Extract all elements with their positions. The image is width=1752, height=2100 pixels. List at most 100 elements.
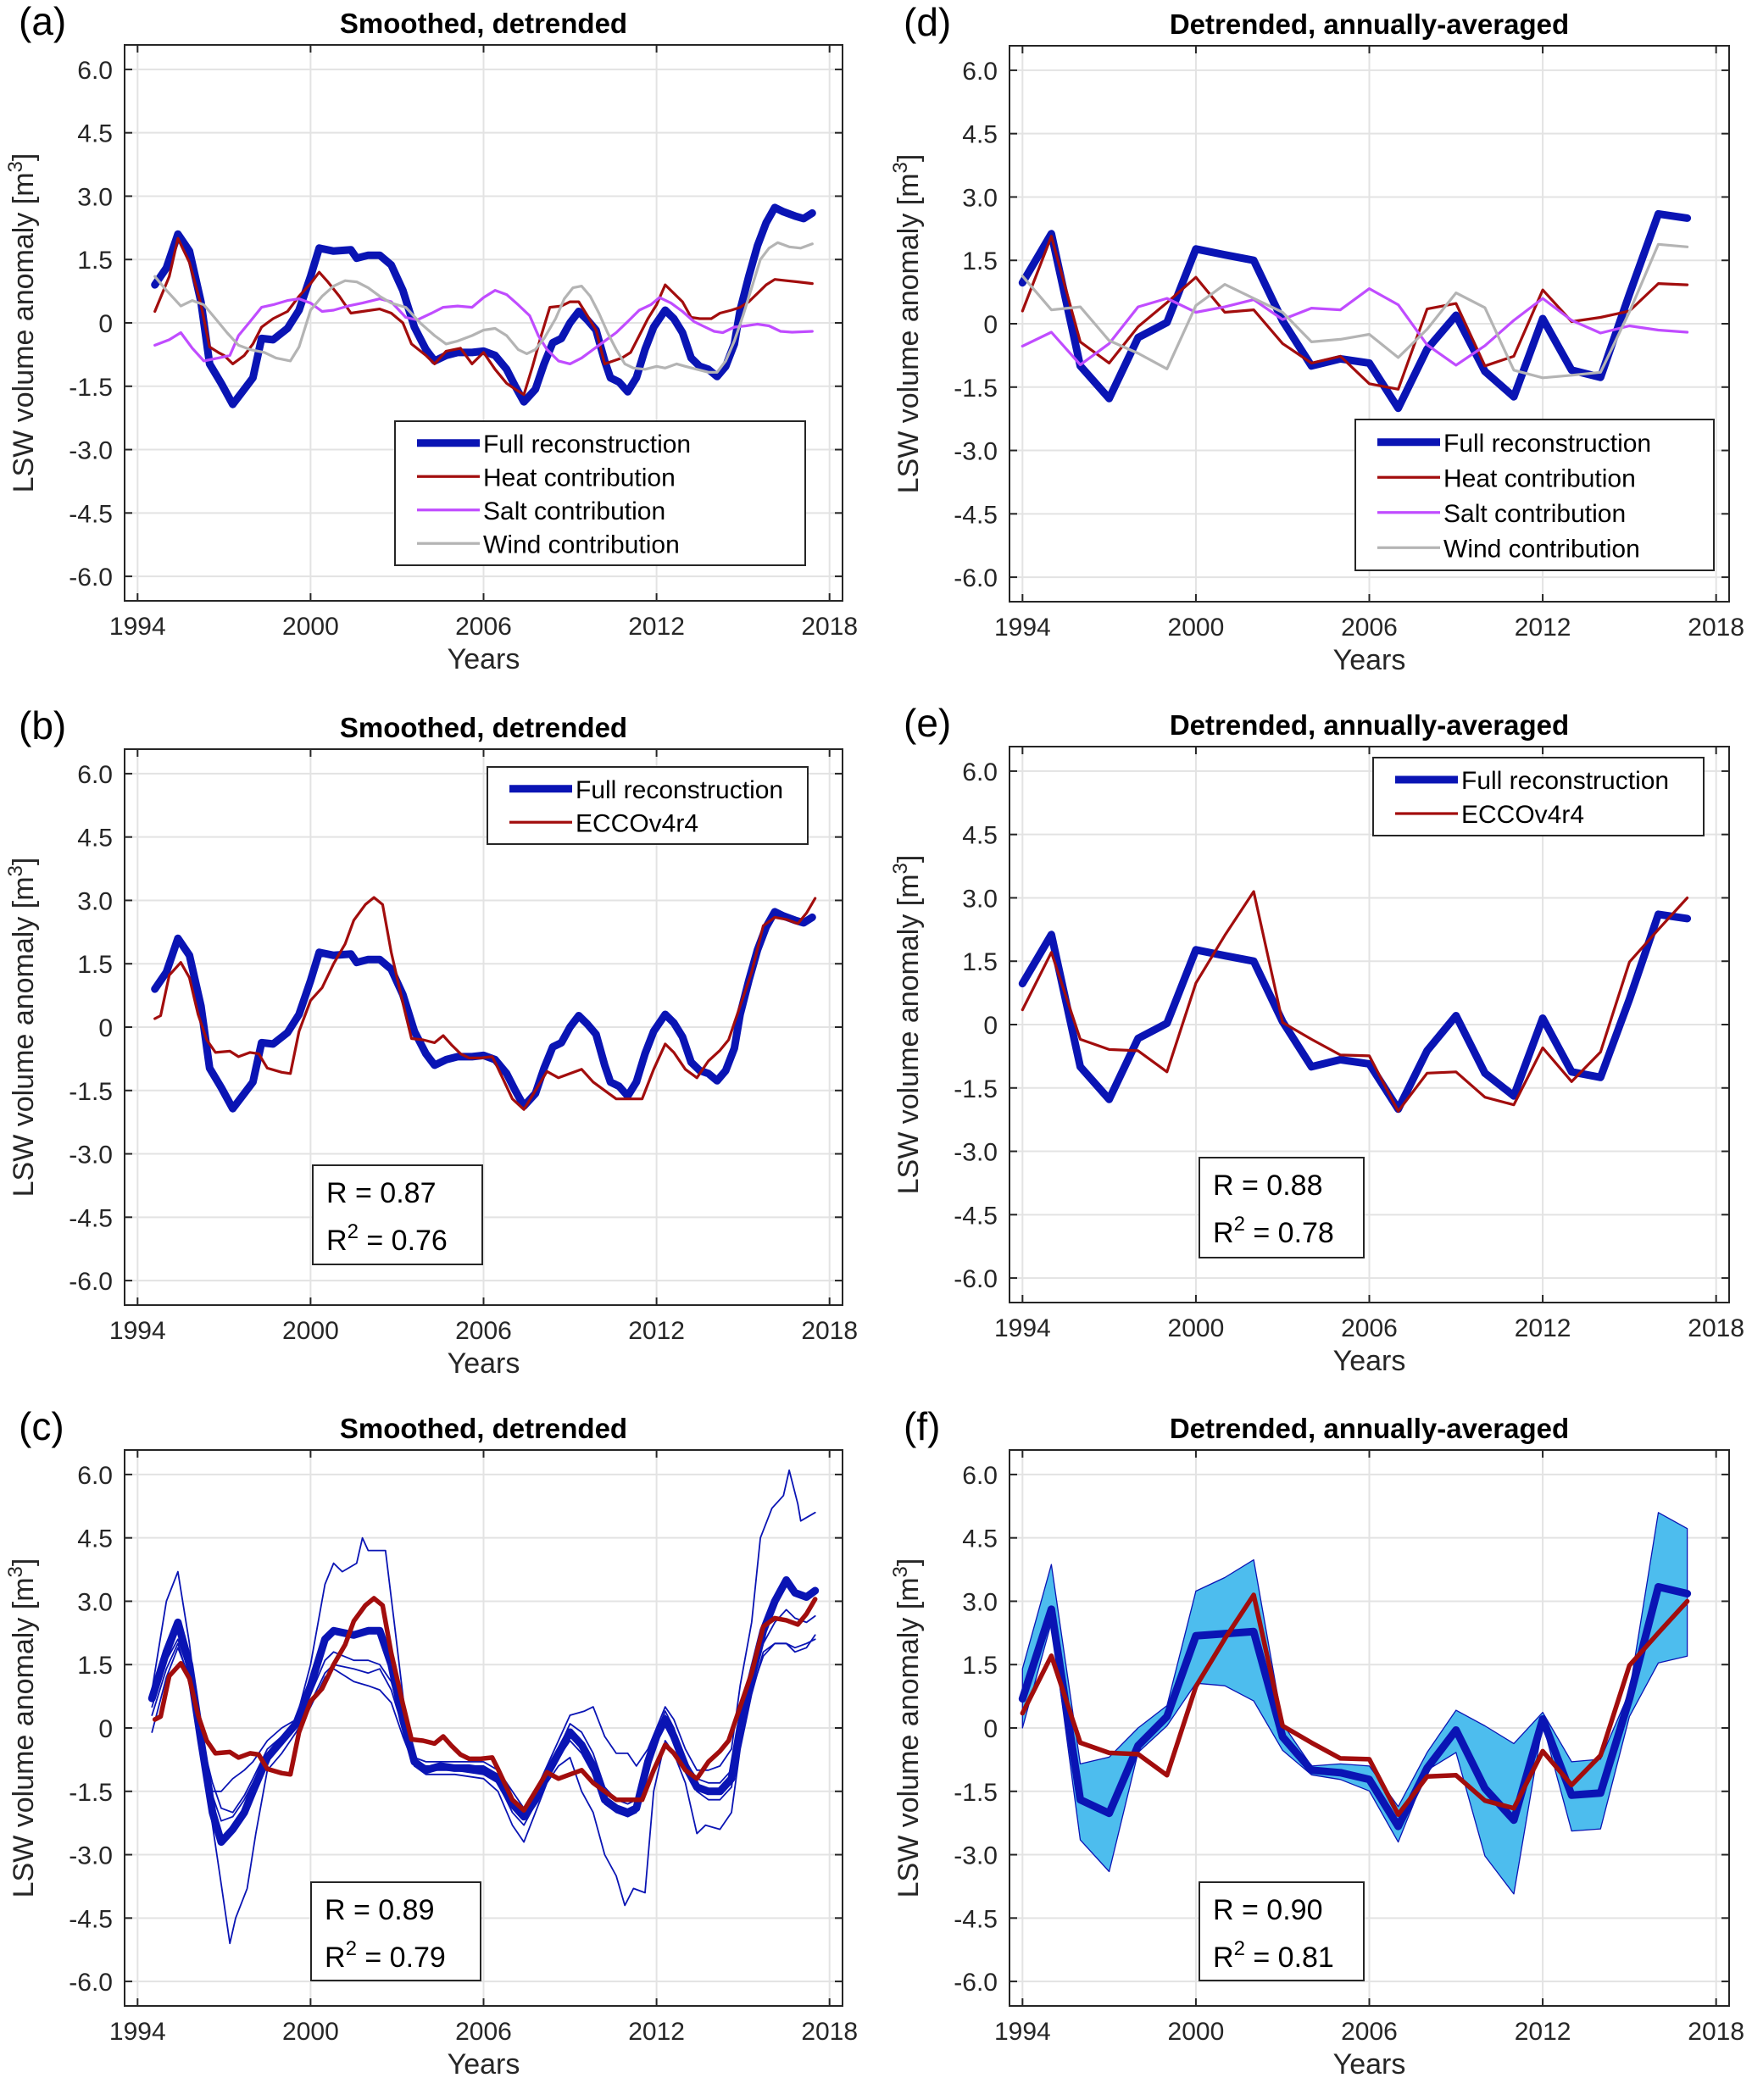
grid xyxy=(125,45,843,601)
y-tick-label: -3.0 xyxy=(69,437,113,465)
series-full-reconstruction xyxy=(147,1576,820,1847)
y-tick-label: -6.0 xyxy=(954,564,998,592)
x-tick-label: 2000 xyxy=(282,1317,339,1345)
x-tick-label: 2012 xyxy=(628,2018,685,2046)
legend-entry: Full reconstruction xyxy=(483,431,691,458)
legend-box xyxy=(1372,757,1705,836)
y-tick-label: -1.5 xyxy=(954,1779,998,1807)
stats-frame xyxy=(310,1881,481,1981)
x-tick-label: 1994 xyxy=(109,2018,166,2046)
y-tick-label: 3.0 xyxy=(77,1588,113,1616)
y-tick-label: 4.5 xyxy=(77,120,113,148)
series-ensemble-member-upper xyxy=(151,1469,816,1809)
y-tick-label: -1.5 xyxy=(69,1779,113,1807)
series-salt-contribution xyxy=(153,289,814,365)
y-tick-label: 0 xyxy=(98,310,113,338)
y-tick-label: -4.5 xyxy=(69,1905,113,1933)
y-axis: 6.0 4.5 3.0 1.5 0 -1.5 -3.0 -4.5 -6.0 xyxy=(954,1462,1729,1997)
x-tick-label: 2018 xyxy=(801,613,858,641)
y-axis: 6.0 4.5 3.0 1.5 0 -1.5 -3.0 -4.5 -6.0 xyxy=(69,761,843,1296)
y-tick-label: -1.5 xyxy=(954,1075,998,1103)
series-heat-contribution xyxy=(153,236,814,397)
r-squared-value: R2 = 0.81 xyxy=(1213,1937,1334,1974)
legend-entry: Full reconstruction xyxy=(1443,430,1651,458)
y-tick-label: 4.5 xyxy=(962,1525,998,1553)
x-tick-label: 2018 xyxy=(801,2018,858,2046)
y-tick-label: -6.0 xyxy=(69,564,113,592)
r-value: R = 0.89 xyxy=(325,1894,434,1926)
plot-series xyxy=(1018,890,1692,1114)
x-tick-label: 2012 xyxy=(1515,2018,1571,2046)
legend-entry: Salt contribution xyxy=(483,497,665,525)
y-tick-label: 0 xyxy=(98,1715,113,1743)
y-tick-label: 0 xyxy=(98,1014,113,1042)
y-tick-label: -1.5 xyxy=(69,374,113,402)
y-tick-label: -1.5 xyxy=(69,1078,113,1106)
y-tick-label: -3.0 xyxy=(69,1842,113,1870)
legend-entry: Full reconstruction xyxy=(1461,767,1669,795)
series-full-reconstruction xyxy=(1018,1583,1692,1831)
y-tick-label: 0 xyxy=(983,1012,998,1040)
stats-box: R = 0.88 R2 = 0.78 xyxy=(1199,1157,1365,1258)
x-tick-label: 2000 xyxy=(1168,2018,1225,2046)
x-tick-label: 2018 xyxy=(1688,2018,1744,2046)
y-tick-label: 4.5 xyxy=(77,825,113,853)
y-tick-label: 6.0 xyxy=(77,1462,113,1490)
legend-entry: Full reconstruction xyxy=(576,776,783,804)
x-tick-label: 2012 xyxy=(628,613,685,641)
plot-series xyxy=(151,203,816,408)
x-axis: 1994 2000 2006 2012 2018 xyxy=(109,749,858,1345)
x-axis: 1994 2000 2006 2012 2018 xyxy=(994,46,1744,642)
x-axis-label: Years xyxy=(1333,644,1406,676)
y-axis: 6.0 4.5 3.0 1.5 0 -1.5 -3.0 -4.5 -6.0 xyxy=(954,758,1729,1293)
panel-e: (e) Detrended, annually-averaged 1994 2000 2… xyxy=(889,701,1744,1377)
y-tick-label: 1.5 xyxy=(77,951,113,979)
panel-title: Smoothed, detrended xyxy=(340,712,627,743)
panel-label: (a) xyxy=(19,0,66,43)
y-tick-label: -4.5 xyxy=(954,1202,998,1230)
r-value: R = 0.90 xyxy=(1213,1894,1322,1926)
y-tick-label: -3.0 xyxy=(954,1842,998,1870)
panel-d: (d) Detrended, annually-averaged 1994 2000 2… xyxy=(889,0,1744,676)
legend-entry: ECCOv4r4 xyxy=(576,809,698,837)
series-eccov4r4 xyxy=(152,1596,818,1813)
x-axis-label: Years xyxy=(448,1347,520,1380)
series-ensemble-member-lower xyxy=(151,1634,816,1945)
x-tick-label: 2006 xyxy=(1341,614,1398,642)
y-axis-label: LSW volume anomaly [m3] xyxy=(4,1558,40,1898)
y-tick-label: 6.0 xyxy=(77,761,113,789)
series-full-reconstruction xyxy=(151,908,816,1113)
panel-c: (c) Smoothed, detrended 1994 2000 2006 2012 20… xyxy=(4,1404,858,2081)
y-tick-label: 3.0 xyxy=(77,183,113,211)
series-eccov4r4 xyxy=(153,896,817,1111)
legend-entry: Wind contribution xyxy=(483,531,680,558)
stats-box: R = 0.90 R2 = 0.81 xyxy=(1199,1881,1365,1981)
y-tick-label: 3.0 xyxy=(962,1588,998,1616)
y-tick-label: 3.0 xyxy=(962,184,998,212)
legend: Full reconstruction ECCOv4r4 xyxy=(487,766,809,845)
x-tick-label: 2000 xyxy=(1168,1314,1225,1342)
panel-label: (b) xyxy=(19,703,66,747)
panel-f: (f) Detrended, annually-averaged 1994 2000 2… xyxy=(889,1404,1744,2081)
y-tick-label: -4.5 xyxy=(69,500,113,528)
y-tick-label: -6.0 xyxy=(69,1969,113,1997)
x-tick-label: 2006 xyxy=(455,2018,512,2046)
series-full-reconstruction xyxy=(1018,910,1692,1114)
x-axis: 1994 2000 2006 2012 2018 xyxy=(109,1450,858,2046)
panel-label: (d) xyxy=(904,0,951,44)
y-axis-label: LSW volume anomaly [m3] xyxy=(4,858,40,1197)
panel-label: (e) xyxy=(904,701,951,745)
y-tick-label: 4.5 xyxy=(77,1525,113,1553)
panel-title: Smoothed, detrended xyxy=(340,8,627,39)
series-full-reconstruction xyxy=(151,203,816,408)
y-tick-label: 4.5 xyxy=(962,822,998,850)
legend-entry: Wind contribution xyxy=(1443,535,1640,563)
x-axis-label: Years xyxy=(1333,2048,1406,2081)
series-full-reconstruction xyxy=(1018,209,1692,413)
y-tick-label: -3.0 xyxy=(69,1142,113,1169)
x-tick-label: 2018 xyxy=(1688,1314,1744,1342)
plot-series xyxy=(1018,1512,1692,1895)
y-axis-label: LSW volume anomaly [m3] xyxy=(4,153,40,493)
stats-frame xyxy=(1199,1881,1365,1981)
